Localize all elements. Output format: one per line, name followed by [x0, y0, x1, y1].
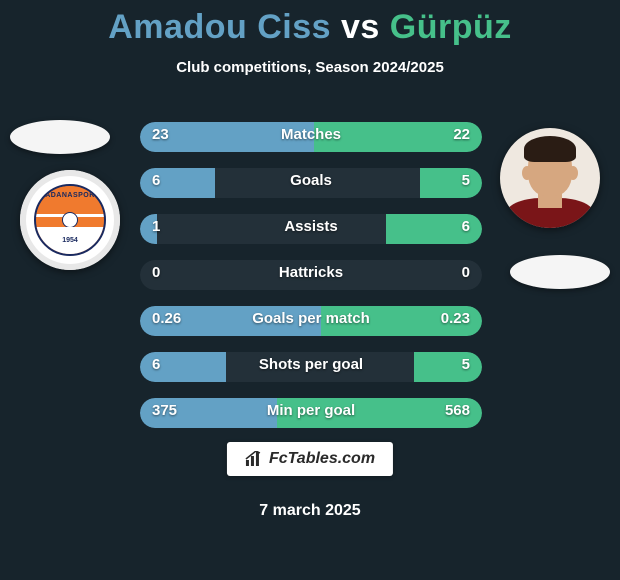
stat-row: 65Goals: [140, 168, 482, 198]
stat-label: Shots per goal: [140, 356, 482, 373]
title-player-left: Amadou Ciss: [108, 8, 331, 46]
player-left-club-logo: ADANASPOR 1954: [20, 170, 120, 270]
stat-row: 2322Matches: [140, 122, 482, 152]
left-ellipse-decor: [10, 120, 110, 154]
watermark-text: FcTables.com: [269, 450, 375, 468]
watermark: FcTables.com: [227, 442, 393, 476]
stat-row: 375568Min per goal: [140, 398, 482, 428]
stat-label: Matches: [140, 126, 482, 143]
stat-label: Goals: [140, 172, 482, 189]
date-label: 7 march 2025: [0, 502, 620, 520]
club-logo-year: 1954: [62, 237, 78, 244]
title-separator: vs: [341, 8, 380, 46]
right-ellipse-decor: [510, 255, 610, 289]
comparison-title: Amadou Ciss vs Gürpüz: [0, 0, 620, 47]
subtitle: Club competitions, Season 2024/2025: [0, 59, 620, 76]
stats-container: 2322Matches 65Goals 16Assists 00Hattricks 0.…: [140, 122, 482, 444]
stat-label: Goals per match: [140, 310, 482, 327]
stat-label: Hattricks: [140, 264, 482, 281]
stat-label: Min per goal: [140, 402, 482, 419]
chart-icon: [245, 451, 263, 467]
club-logo-text: ADANASPOR: [45, 192, 95, 199]
stat-row: 00Hattricks: [140, 260, 482, 290]
stat-row: 65Shots per goal: [140, 352, 482, 382]
title-player-right: Gürpüz: [390, 8, 512, 46]
stat-row: 16Assists: [140, 214, 482, 244]
player-right-avatar: [500, 128, 600, 228]
stat-row: 0.260.23Goals per match: [140, 306, 482, 336]
stat-label: Assists: [140, 218, 482, 235]
